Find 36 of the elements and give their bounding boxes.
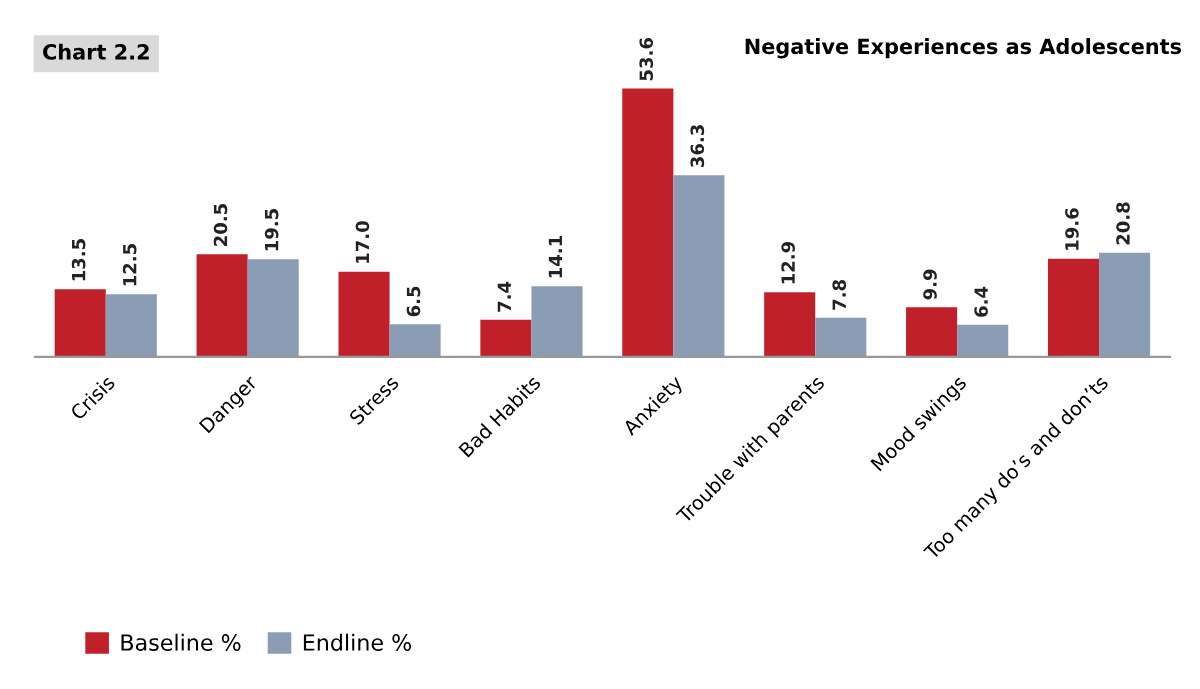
chart-title: Negative Experiences as Adolescents [745, 38, 1182, 59]
bar [1047, 258, 1100, 357]
data-label: 19.5 [264, 209, 279, 251]
bar [673, 175, 725, 357]
bar [480, 319, 532, 357]
bar [54, 289, 106, 357]
bar [1099, 252, 1151, 357]
data-label: 7.8 [832, 280, 847, 310]
bar [338, 271, 390, 357]
bar [196, 254, 248, 357]
data-label: 9.9 [923, 269, 937, 300]
bar [764, 292, 816, 357]
data-label: 7.4 [497, 281, 511, 312]
legend-label: Endline % [303, 633, 412, 651]
caption: Chart 2.2 [43, 43, 149, 60]
bar [531, 286, 583, 357]
data-label: 17.0 [355, 221, 370, 263]
data-label: 19.6 [1065, 208, 1079, 250]
bar [622, 88, 674, 357]
data-label: 12.5 [122, 244, 137, 286]
bar [957, 324, 1009, 357]
bar [105, 294, 157, 357]
data-label: 12.9 [781, 241, 795, 284]
data-label: 20.8 [1116, 202, 1130, 245]
legend-label: Baseline % [121, 633, 241, 651]
data-label: 13.5 [71, 239, 86, 281]
data-label: 36.3 [690, 125, 705, 167]
bar [815, 317, 867, 357]
data-label: 14.1 [548, 236, 562, 278]
bar [389, 324, 441, 357]
bar [906, 307, 958, 357]
bar [247, 259, 299, 357]
data-label: 6.4 [974, 286, 988, 317]
data-label: 53.6 [639, 38, 654, 81]
data-label: 20.5 [213, 204, 228, 246]
data-label: 6.5 [406, 286, 421, 317]
